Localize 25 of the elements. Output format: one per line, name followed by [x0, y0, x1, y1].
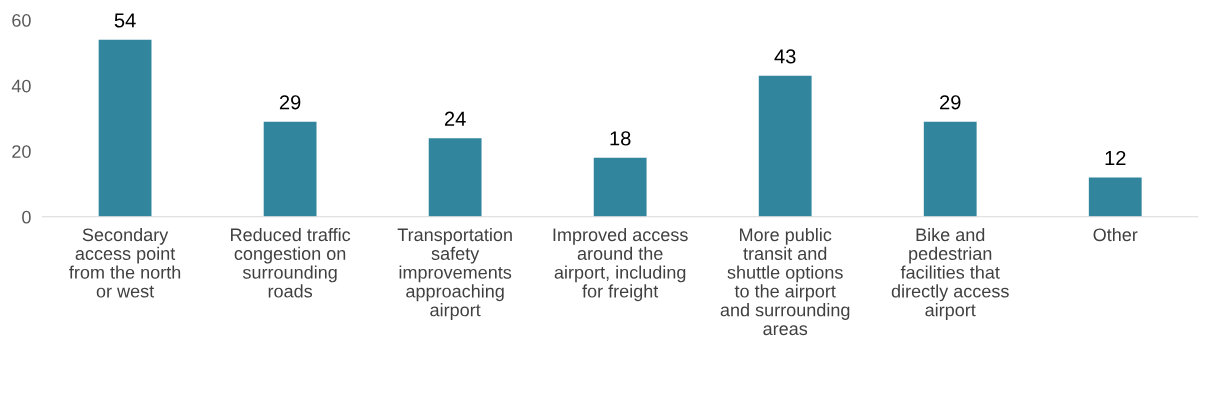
y-tick-label: 20 — [12, 145, 31, 158]
y-tick-label: 60 — [12, 14, 31, 27]
bar — [263, 121, 317, 217]
data-label: 29 — [940, 95, 961, 110]
bar — [428, 138, 482, 217]
x-tick-label: Bike and pedestrian facilities that directly access airport — [891, 227, 1009, 320]
bar — [923, 121, 977, 217]
x-tick-label: Secondary access point from the north or west — [69, 227, 181, 298]
data-label: 12 — [1105, 150, 1126, 165]
x-tick-label: Transportation safety improvements approaching airport — [397, 227, 512, 320]
x-tick-label: More public transit and shuttle options to the airport and surrounding areas — [720, 227, 850, 336]
bar — [593, 157, 647, 217]
data-label: 54 — [114, 13, 136, 28]
bar — [758, 75, 812, 217]
y-tick-label: 40 — [11, 79, 31, 93]
bar — [1088, 177, 1142, 217]
data-label: 18 — [610, 131, 631, 146]
y-tick-label: 0 — [22, 210, 31, 224]
x-tick-label: Reduced traffic congestion on surrounding roads — [231, 227, 351, 298]
x-tick-label: Other — [1093, 227, 1138, 242]
data-label: 43 — [774, 49, 796, 64]
bar — [98, 39, 152, 217]
data-label: 24 — [444, 111, 466, 126]
data-label: 29 — [279, 95, 301, 110]
x-tick-label: Improved access around the airport, including for freight — [553, 227, 688, 302]
